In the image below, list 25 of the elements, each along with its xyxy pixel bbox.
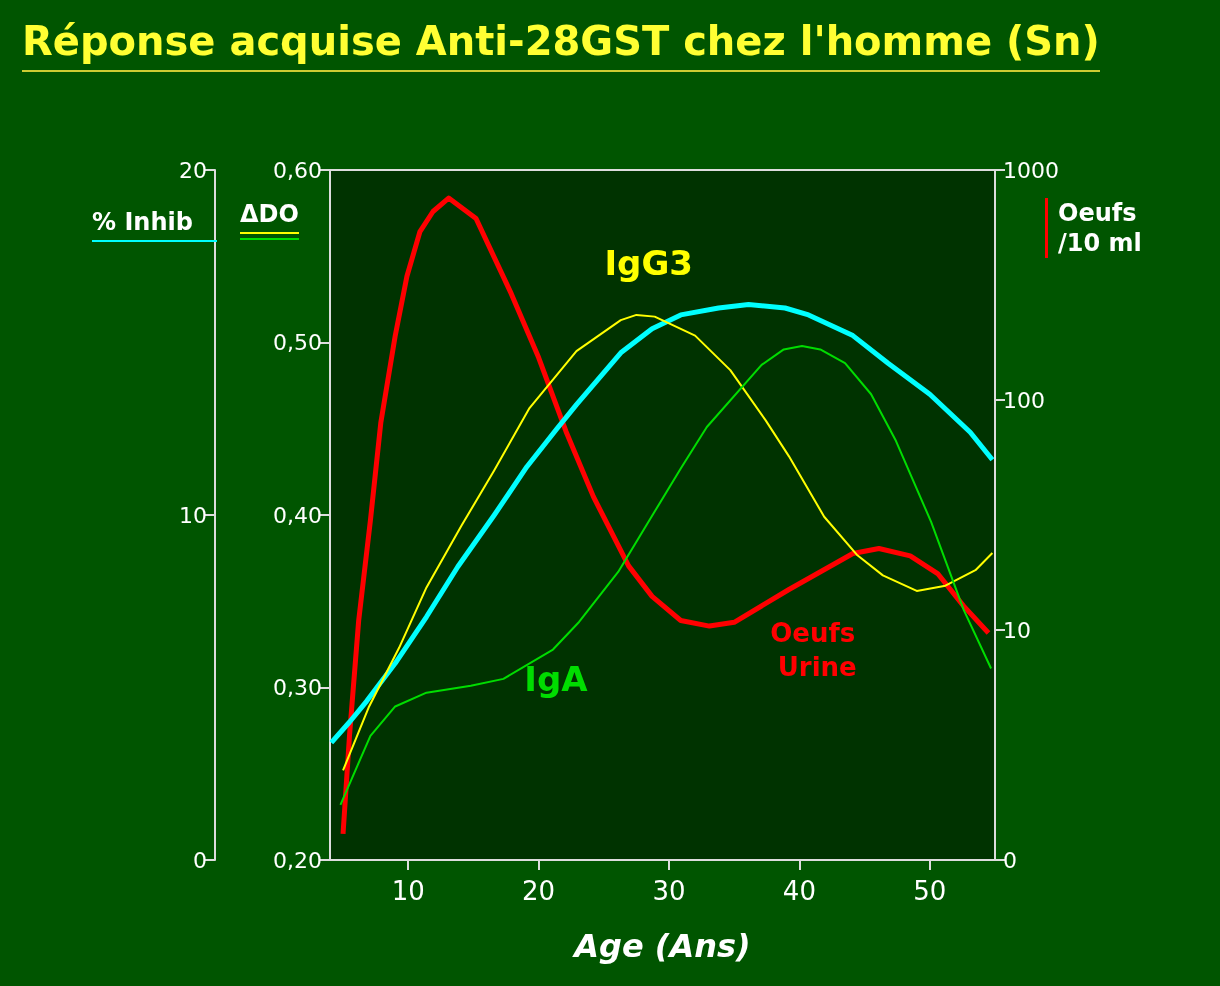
y2-axis-title: Oeufs /10 ml xyxy=(1045,198,1158,258)
chart-title: Réponse acquise Anti-28GST chez l'homme (Sn) xyxy=(22,18,1100,72)
y-tick-label: 0,20 xyxy=(273,847,322,873)
x-tick-label: 50 xyxy=(913,876,947,906)
x-axis-title: Age (Ans) xyxy=(571,927,751,965)
y-axis-title: ΔDO xyxy=(240,200,299,228)
y3-axis-title: % Inhib xyxy=(92,208,194,236)
y3-tick-label: 0 xyxy=(193,847,207,873)
y3-tick-label: 10 xyxy=(179,502,207,528)
y2-tick-label: 10 xyxy=(1003,617,1031,643)
x-tick-label: 40 xyxy=(782,876,816,906)
y3-tick-label: 20 xyxy=(179,157,207,183)
y-tick-label: 0,50 xyxy=(273,330,322,355)
series-label: IgG3 xyxy=(604,242,693,283)
series-label: Oeufs Urine xyxy=(770,618,865,683)
x-tick-label: 10 xyxy=(391,876,425,906)
x-tick-label: 20 xyxy=(522,876,556,906)
y2-tick-label: 100 xyxy=(1003,387,1045,413)
series-label: IgA xyxy=(524,658,589,699)
y2-tick-label: 1000 xyxy=(1003,157,1059,183)
y-tick-label: 0,40 xyxy=(273,502,322,528)
y-tick-label: 0,30 xyxy=(273,675,322,700)
x-tick-label: 30 xyxy=(652,876,686,906)
y2-tick-label: 0 xyxy=(1003,847,1017,873)
y-tick-label: 0,60 xyxy=(273,157,322,183)
